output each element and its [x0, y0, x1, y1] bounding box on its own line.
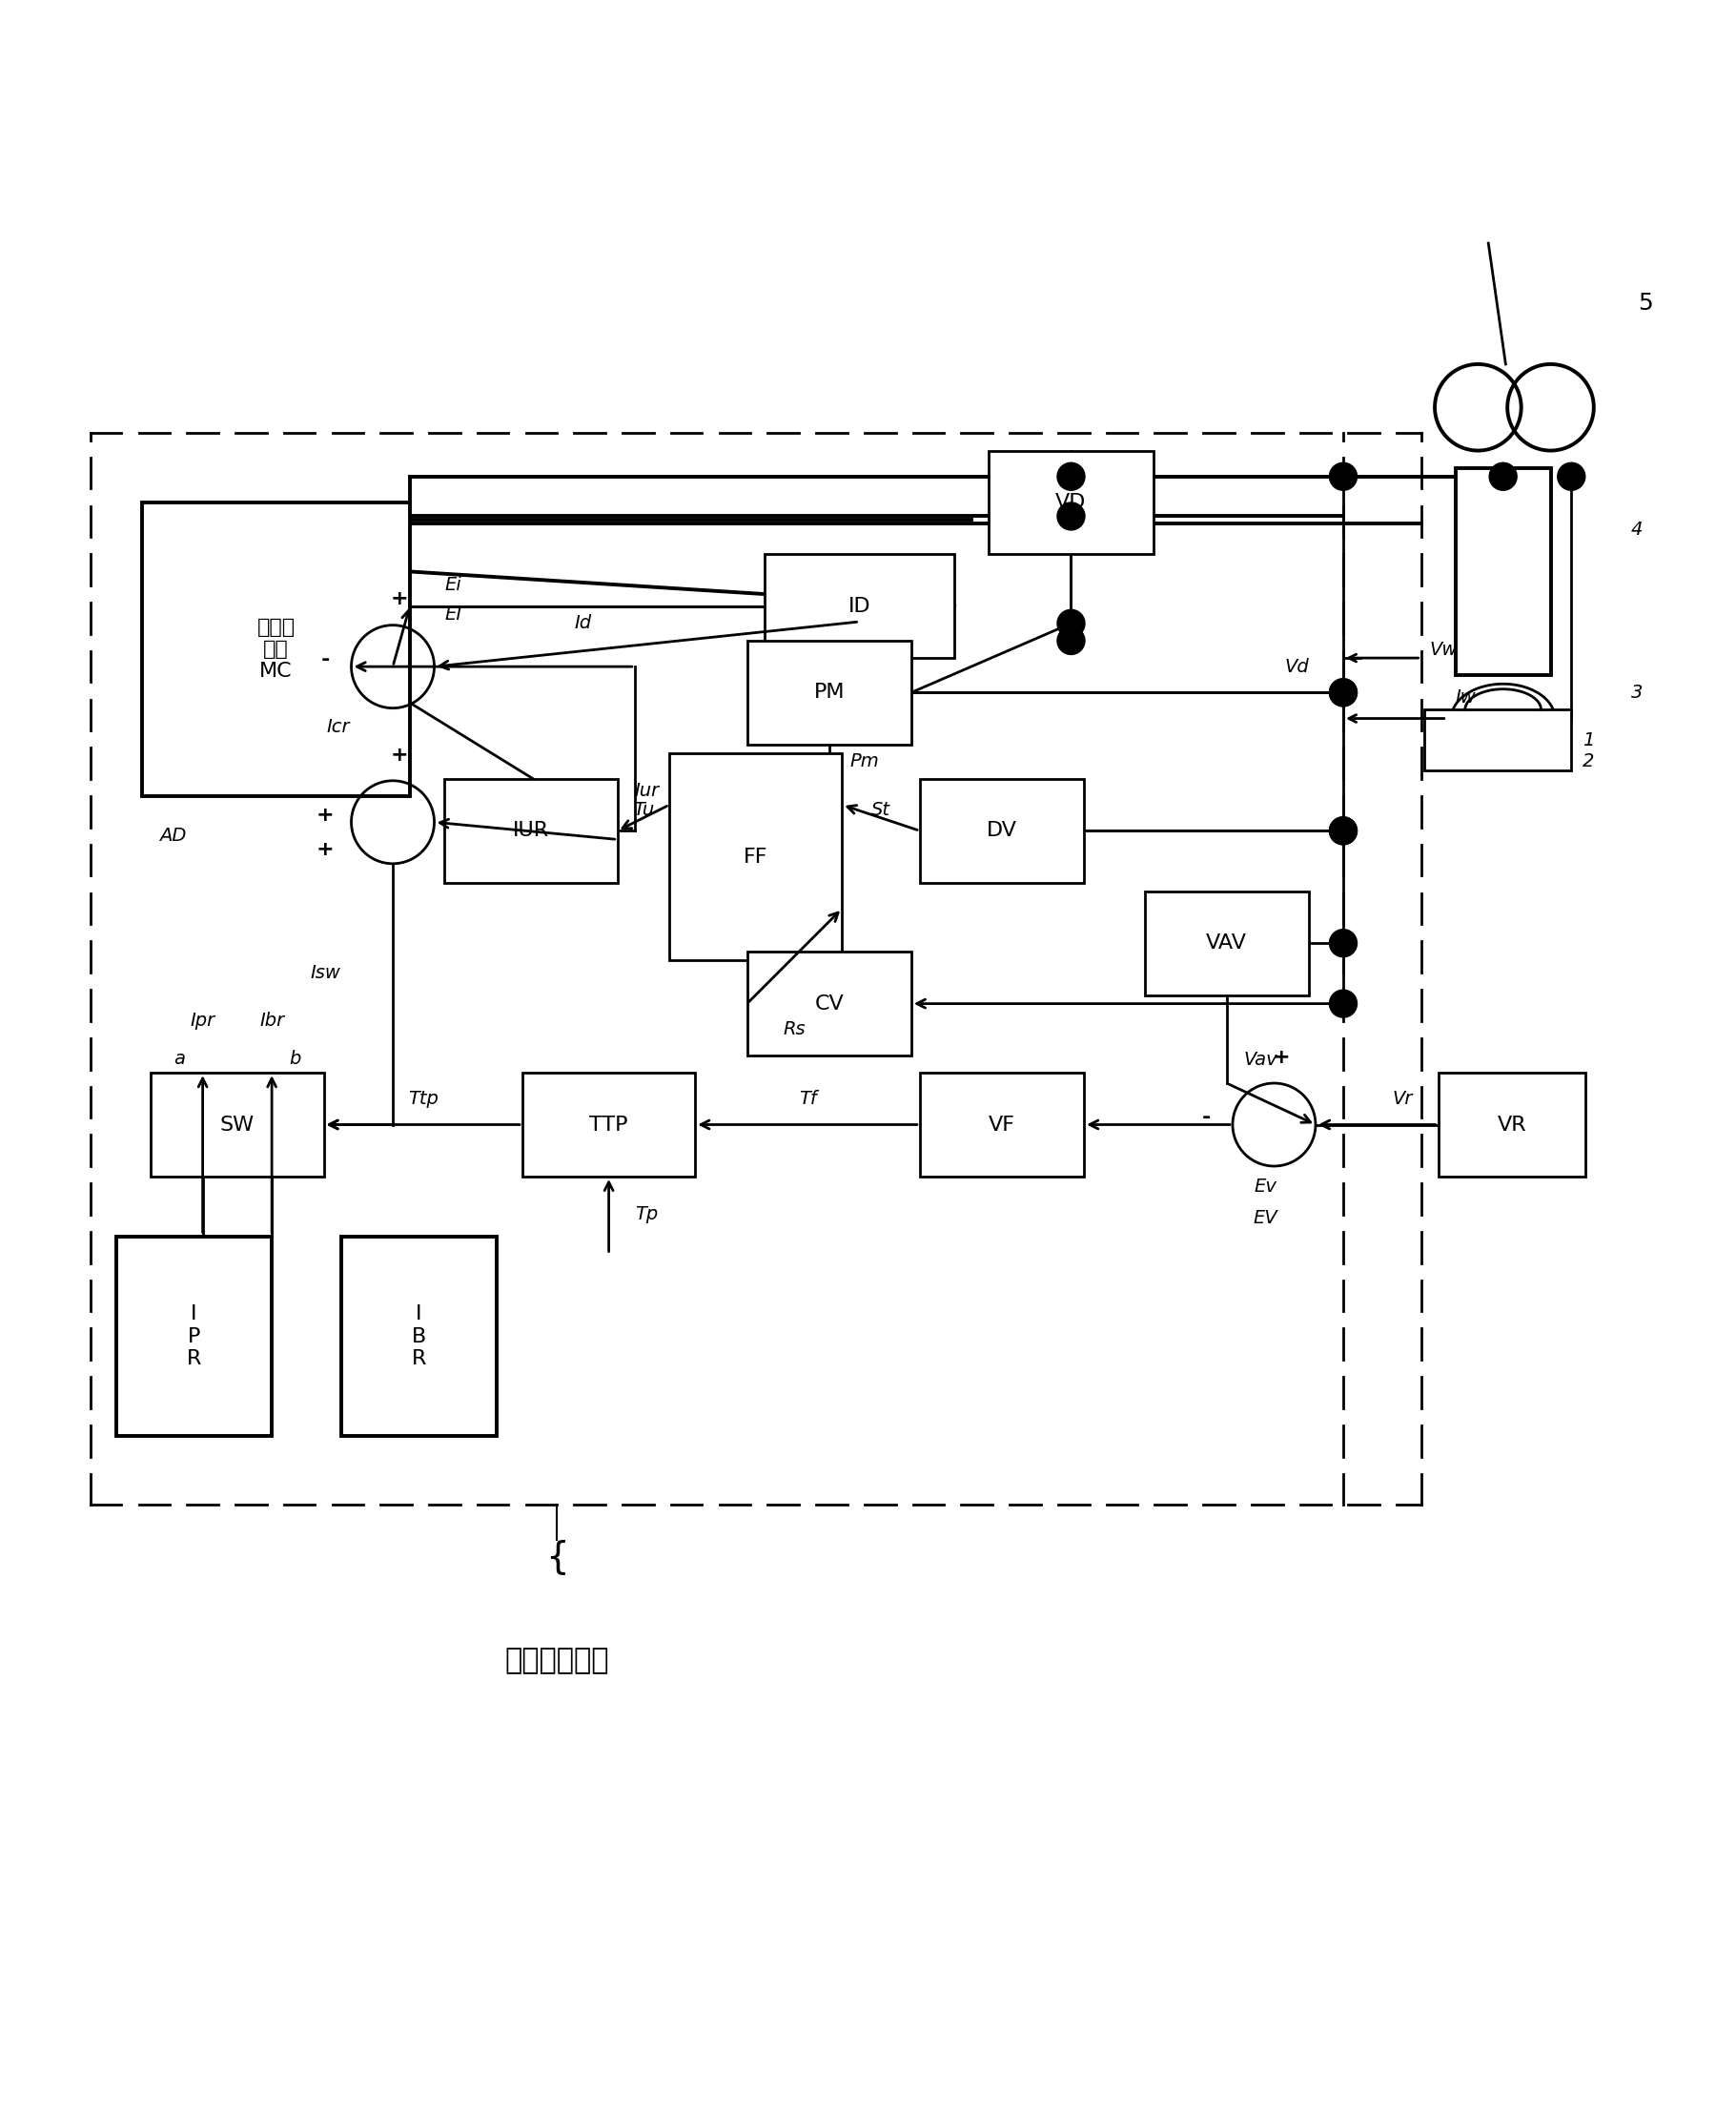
Circle shape: [1330, 929, 1358, 956]
Text: +: +: [1272, 1047, 1290, 1066]
Text: +: +: [391, 589, 408, 608]
Text: Tf: Tf: [799, 1089, 816, 1108]
Circle shape: [1330, 680, 1358, 707]
Text: VR: VR: [1496, 1115, 1526, 1134]
Text: Ipr: Ipr: [191, 1011, 215, 1030]
Text: +: +: [316, 806, 335, 825]
Text: Isw: Isw: [311, 965, 340, 982]
Circle shape: [1057, 462, 1085, 490]
Text: -: -: [1203, 1108, 1212, 1127]
Text: CV: CV: [814, 994, 844, 1013]
Text: b: b: [290, 1049, 300, 1068]
Text: Pm: Pm: [851, 754, 878, 771]
Bar: [1425, 709, 1571, 771]
Bar: [523, 1072, 694, 1176]
Text: +: +: [316, 840, 335, 859]
Circle shape: [1057, 502, 1085, 530]
Bar: [764, 555, 955, 659]
Circle shape: [1557, 462, 1585, 490]
Text: St: St: [871, 800, 891, 819]
Circle shape: [1330, 817, 1358, 844]
Text: Ei: Ei: [444, 576, 462, 593]
Text: Tp: Tp: [635, 1205, 658, 1224]
Text: {: {: [545, 1539, 569, 1575]
Text: DV: DV: [986, 821, 1017, 840]
Circle shape: [1330, 990, 1358, 1018]
Bar: [920, 779, 1083, 882]
Text: Rs: Rs: [783, 1020, 806, 1039]
Bar: [151, 1072, 323, 1176]
Text: -: -: [321, 650, 330, 669]
Bar: [1437, 1072, 1585, 1176]
Text: ID: ID: [849, 597, 871, 616]
Circle shape: [1057, 610, 1085, 638]
Bar: [142, 502, 410, 796]
Text: Ttp: Ttp: [408, 1089, 437, 1108]
Bar: [670, 754, 842, 961]
Text: PM: PM: [814, 684, 845, 703]
Text: IUR: IUR: [512, 821, 549, 840]
Text: 电源主
电路
MC: 电源主 电路 MC: [257, 619, 295, 682]
Bar: [116, 1237, 273, 1435]
Text: Vr: Vr: [1392, 1089, 1413, 1108]
Text: Ev: Ev: [1253, 1178, 1278, 1197]
Text: I
P
R: I P R: [187, 1305, 201, 1368]
Text: a: a: [174, 1049, 186, 1068]
Text: VF: VF: [988, 1115, 1016, 1134]
Text: 2: 2: [1583, 754, 1594, 771]
Text: Vav: Vav: [1245, 1051, 1278, 1068]
Text: 1: 1: [1583, 730, 1594, 749]
Bar: [746, 642, 911, 745]
Text: Tu: Tu: [632, 800, 654, 819]
Text: FF: FF: [743, 847, 767, 866]
Text: 5: 5: [1639, 291, 1653, 315]
Text: 焉接电压装置: 焉接电压装置: [505, 1647, 609, 1674]
Text: VD: VD: [1055, 492, 1087, 513]
Bar: [746, 952, 911, 1056]
Bar: [920, 1072, 1083, 1176]
Bar: [340, 1237, 496, 1435]
Bar: [444, 779, 618, 882]
Text: EV: EV: [1253, 1210, 1278, 1226]
Text: +: +: [391, 745, 408, 764]
Circle shape: [1330, 680, 1358, 707]
Text: Iur: Iur: [635, 781, 660, 800]
Text: Ibr: Ibr: [259, 1011, 285, 1030]
Circle shape: [1057, 627, 1085, 654]
Text: Icr: Icr: [326, 718, 349, 737]
Circle shape: [1330, 462, 1358, 490]
Text: VAV: VAV: [1207, 933, 1246, 952]
Text: TTP: TTP: [590, 1115, 628, 1134]
Text: EI: EI: [444, 606, 462, 623]
Text: I
B
R: I B R: [411, 1305, 425, 1368]
Bar: [990, 450, 1153, 555]
Text: Vd: Vd: [1285, 657, 1309, 676]
Circle shape: [1489, 462, 1517, 490]
Bar: [1144, 891, 1309, 994]
Text: Id: Id: [575, 614, 592, 633]
Text: Vw: Vw: [1430, 640, 1458, 659]
Text: AD: AD: [160, 828, 186, 844]
Bar: [1455, 469, 1550, 676]
Text: 3: 3: [1632, 684, 1642, 701]
Text: 4: 4: [1632, 521, 1642, 538]
Circle shape: [1330, 817, 1358, 844]
Text: Iw: Iw: [1455, 688, 1476, 707]
Text: SW: SW: [220, 1115, 255, 1134]
